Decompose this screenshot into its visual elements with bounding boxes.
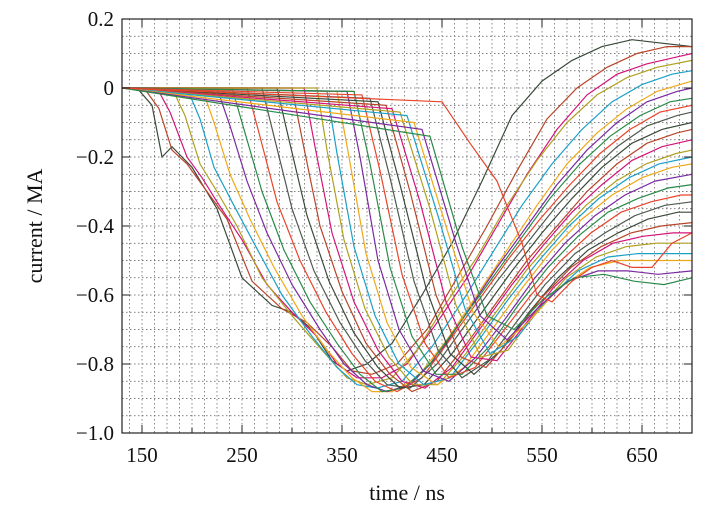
x-tick-label: 650 <box>626 443 658 467</box>
series-line-27 <box>121 87 693 341</box>
y-axis-label: current / MA <box>22 168 47 283</box>
series-line-10 <box>122 87 693 389</box>
grid <box>122 19 692 433</box>
axis-ticks <box>122 18 692 434</box>
series-line-5 <box>122 70 693 389</box>
y-tick-label: −0.4 <box>76 214 115 238</box>
plot-series <box>121 39 693 393</box>
series-line-21 <box>121 87 692 376</box>
series-line-29 <box>121 87 693 303</box>
x-tick-label: 450 <box>426 443 458 467</box>
y-tick-label: 0 <box>104 76 115 100</box>
x-tick-label: 250 <box>226 443 258 467</box>
y-tick-label: −0.2 <box>76 145 114 169</box>
series-line-17 <box>121 87 693 382</box>
series-line-14 <box>122 87 693 386</box>
x-tick-label: 150 <box>126 443 158 467</box>
series-line-18 <box>121 87 693 375</box>
series-line-13 <box>122 87 693 389</box>
y-tick-label: 0.2 <box>88 7 114 31</box>
y-tick-label: −1.0 <box>76 421 114 445</box>
series-line-8 <box>122 87 693 393</box>
series-line-19 <box>121 87 692 379</box>
series-line-20 <box>121 87 693 379</box>
series-line-11 <box>122 87 693 389</box>
series-line-4 <box>122 59 693 386</box>
series-line-6 <box>122 80 693 393</box>
x-tick-label: 550 <box>526 443 558 467</box>
y-tick-labels: 0.2 0 −0.2 −0.4 −0.6 −0.8 −1.0 <box>76 7 115 445</box>
series-line-2 <box>122 46 692 375</box>
x-tick-label: 350 <box>326 443 358 467</box>
x-tick-labels: 150 250 350 450 550 650 <box>126 443 658 467</box>
series-line-12 <box>122 87 693 393</box>
series-line-24 <box>121 87 692 358</box>
series-line-22 <box>121 87 693 369</box>
y-tick-label: −0.8 <box>76 352 114 376</box>
series-line-26 <box>121 87 692 348</box>
x-axis-label: time / ns <box>369 480 445 505</box>
series-line-3 <box>122 52 693 379</box>
series-line-16 <box>121 87 693 386</box>
y-tick-label: −0.6 <box>76 283 114 307</box>
